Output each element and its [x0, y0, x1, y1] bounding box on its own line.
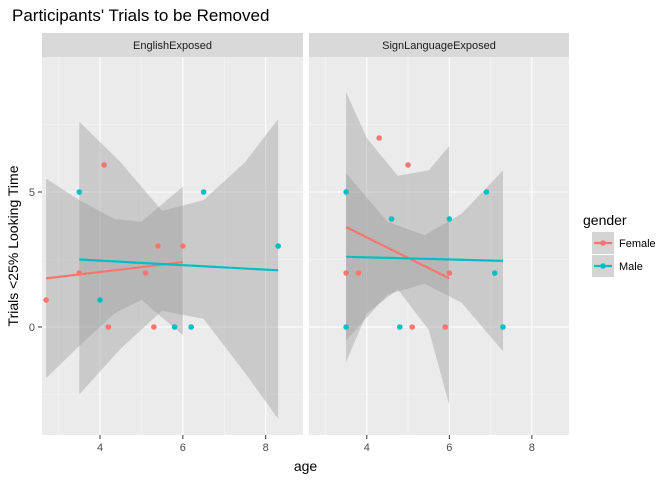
- data-point-male: [446, 216, 453, 222]
- data-point-female: [442, 324, 448, 330]
- x-tick-label: 4: [97, 442, 103, 454]
- facet-strip-label: SignLanguageExposed: [382, 40, 496, 52]
- data-point-male: [97, 297, 103, 303]
- data-point-female: [43, 297, 49, 303]
- x-tick-label: 8: [529, 442, 535, 454]
- confidence-band-female: [46, 178, 183, 379]
- data-point-female: [101, 162, 107, 168]
- confidence-band-female: [346, 92, 450, 406]
- y-axis-title: Trials <25% Looking Time: [5, 165, 21, 326]
- data-point-male: [491, 270, 498, 276]
- y-tick-label: 0: [29, 322, 35, 334]
- data-point-male: [343, 324, 349, 330]
- x-tick-label: 8: [263, 442, 269, 454]
- legend-key-point: [600, 240, 606, 246]
- panel-background: [42, 57, 303, 435]
- data-point-female: [142, 270, 149, 276]
- data-point-male: [388, 216, 395, 222]
- fit-line-male: [346, 255, 503, 262]
- data-point-female: [105, 324, 112, 330]
- facet-panels: EnglishExposed 4 6 8 0 5 SignLanguageExposed 4 6…: [29, 33, 569, 454]
- data-point-female: [376, 135, 382, 141]
- fit-line-female: [345, 226, 450, 280]
- data-point-female: [343, 270, 349, 276]
- data-point-female: [446, 270, 453, 276]
- x-axis-title: age: [294, 458, 318, 474]
- facet-strip: [309, 33, 569, 57]
- data-point-female: [151, 324, 157, 330]
- data-point-male: [275, 243, 281, 249]
- legend-label-male: Male: [619, 261, 643, 273]
- data-point-female: [355, 270, 362, 276]
- data-point-female: [155, 243, 161, 249]
- legend-label-female: Female: [619, 238, 656, 250]
- facet-panel-1: SignLanguageExposed 4 6 8: [309, 33, 569, 454]
- data-point-female: [405, 162, 411, 168]
- chart-title: Participants' Trials to be Removed: [12, 6, 269, 25]
- panel-background: [309, 57, 569, 435]
- y-tick-label: 5: [29, 187, 35, 199]
- data-point-male: [500, 324, 506, 330]
- fit-line-male: [79, 258, 279, 272]
- data-point-male: [76, 189, 83, 195]
- data-point-male: [343, 189, 349, 195]
- data-point-female: [76, 270, 83, 276]
- legend-key-point: [600, 263, 606, 269]
- facet-panel-0: EnglishExposed 4 6 8 0 5: [29, 33, 303, 454]
- legend-title: gender: [583, 212, 627, 228]
- legend: gender Female Male: [583, 212, 656, 277]
- data-point-male: [171, 324, 178, 330]
- confidence-band-male: [79, 119, 279, 419]
- data-point-male: [200, 189, 207, 195]
- confidence-band-male: [346, 170, 503, 352]
- facet-strip: [42, 33, 303, 57]
- x-tick-label: 6: [180, 442, 186, 454]
- data-point-male: [188, 324, 194, 330]
- x-tick-label: 4: [364, 442, 370, 454]
- x-tick-label: 6: [446, 442, 452, 454]
- data-point-female: [409, 324, 415, 330]
- data-point-male: [483, 189, 490, 195]
- data-point-female: [180, 243, 186, 249]
- facet-strip-label: EnglishExposed: [133, 40, 212, 52]
- data-point-male: [396, 324, 403, 330]
